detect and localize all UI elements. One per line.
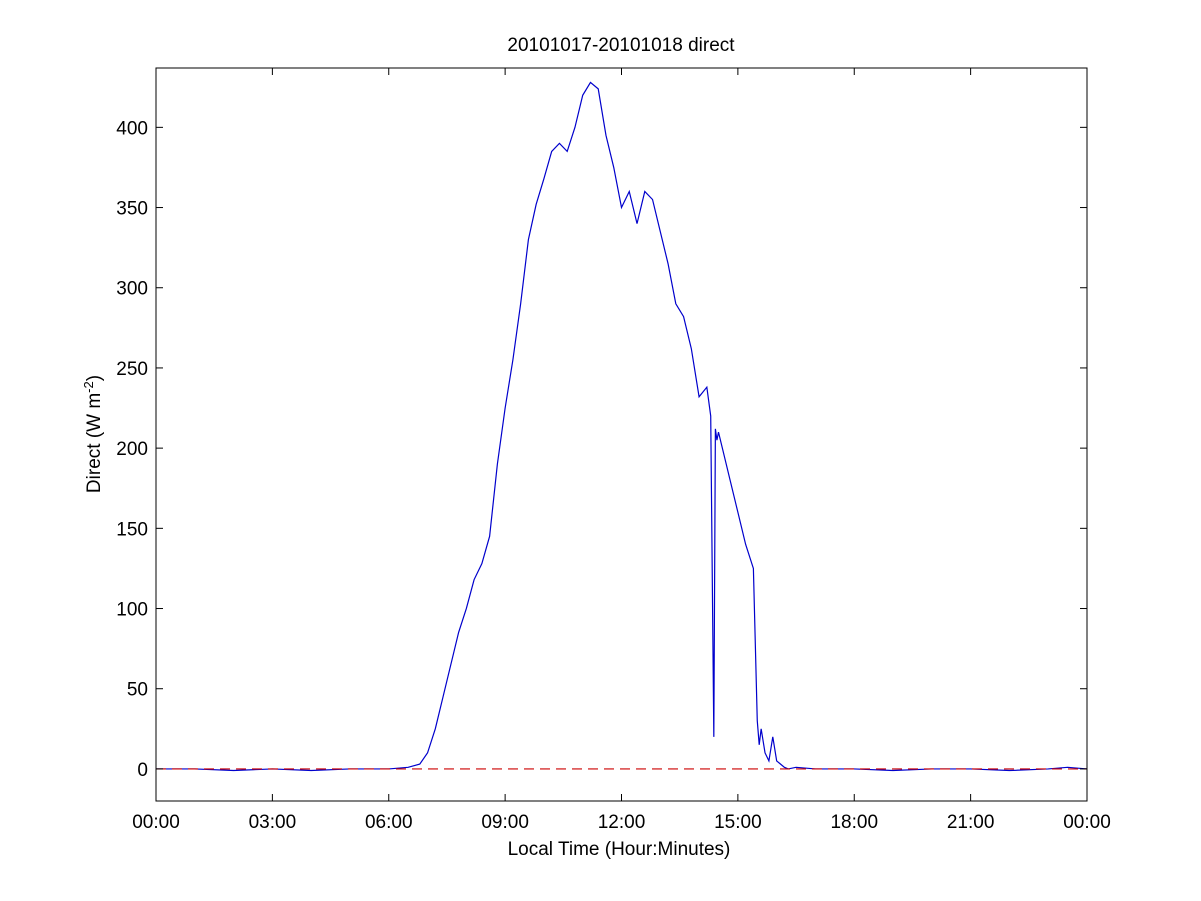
- x-tick-label: 00:00: [132, 812, 180, 833]
- x-tick-label: 03:00: [249, 812, 297, 833]
- x-tick-label: 15:00: [714, 812, 762, 833]
- plot-area: [155, 67, 1088, 802]
- x-tick-label: 00:00: [1063, 812, 1111, 833]
- y-tick-label: 250: [116, 359, 148, 380]
- y-tick-label: 150: [116, 519, 148, 540]
- y-axis-label-text: Direct (W m: [84, 393, 105, 493]
- y-tick-label: 200: [116, 439, 148, 460]
- chart-title: 20101017-20101018 direct: [507, 35, 735, 56]
- x-tick-label: 18:00: [830, 812, 878, 833]
- x-tick-label: 21:00: [947, 812, 995, 833]
- y-axis-label: Direct (W m-2): [81, 375, 106, 493]
- x-axis-label: Local Time (Hour:Minutes): [508, 839, 731, 860]
- y-tick-label: 400: [116, 118, 148, 139]
- direct-irradiance-line: [156, 81, 1088, 772]
- y-tick-label: 300: [116, 279, 148, 300]
- plot-frame: [155, 67, 1088, 802]
- y-tick-label: 0: [137, 760, 148, 781]
- series-group: [156, 81, 1088, 772]
- x-tick-label: 09:00: [481, 812, 529, 833]
- y-axis-label-suffix: ): [84, 375, 105, 381]
- y-tick-label: 50: [127, 680, 148, 701]
- ticks-group: 00:00 03:00 06:00 09:00 12:00 15:00 18:00 21:00…: [116, 67, 1111, 833]
- x-tick-label: 06:00: [365, 812, 413, 833]
- y-axis-label-superscript: -2: [81, 381, 96, 393]
- y-tick-label: 100: [116, 600, 148, 621]
- x-tick-label: 12:00: [598, 812, 646, 833]
- y-tick-label: 350: [116, 199, 148, 220]
